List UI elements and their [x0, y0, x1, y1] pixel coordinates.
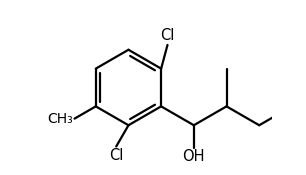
- Text: Cl: Cl: [109, 148, 123, 163]
- Text: CH₃: CH₃: [47, 112, 73, 126]
- Text: OH: OH: [183, 149, 205, 164]
- Text: Cl: Cl: [160, 28, 175, 43]
